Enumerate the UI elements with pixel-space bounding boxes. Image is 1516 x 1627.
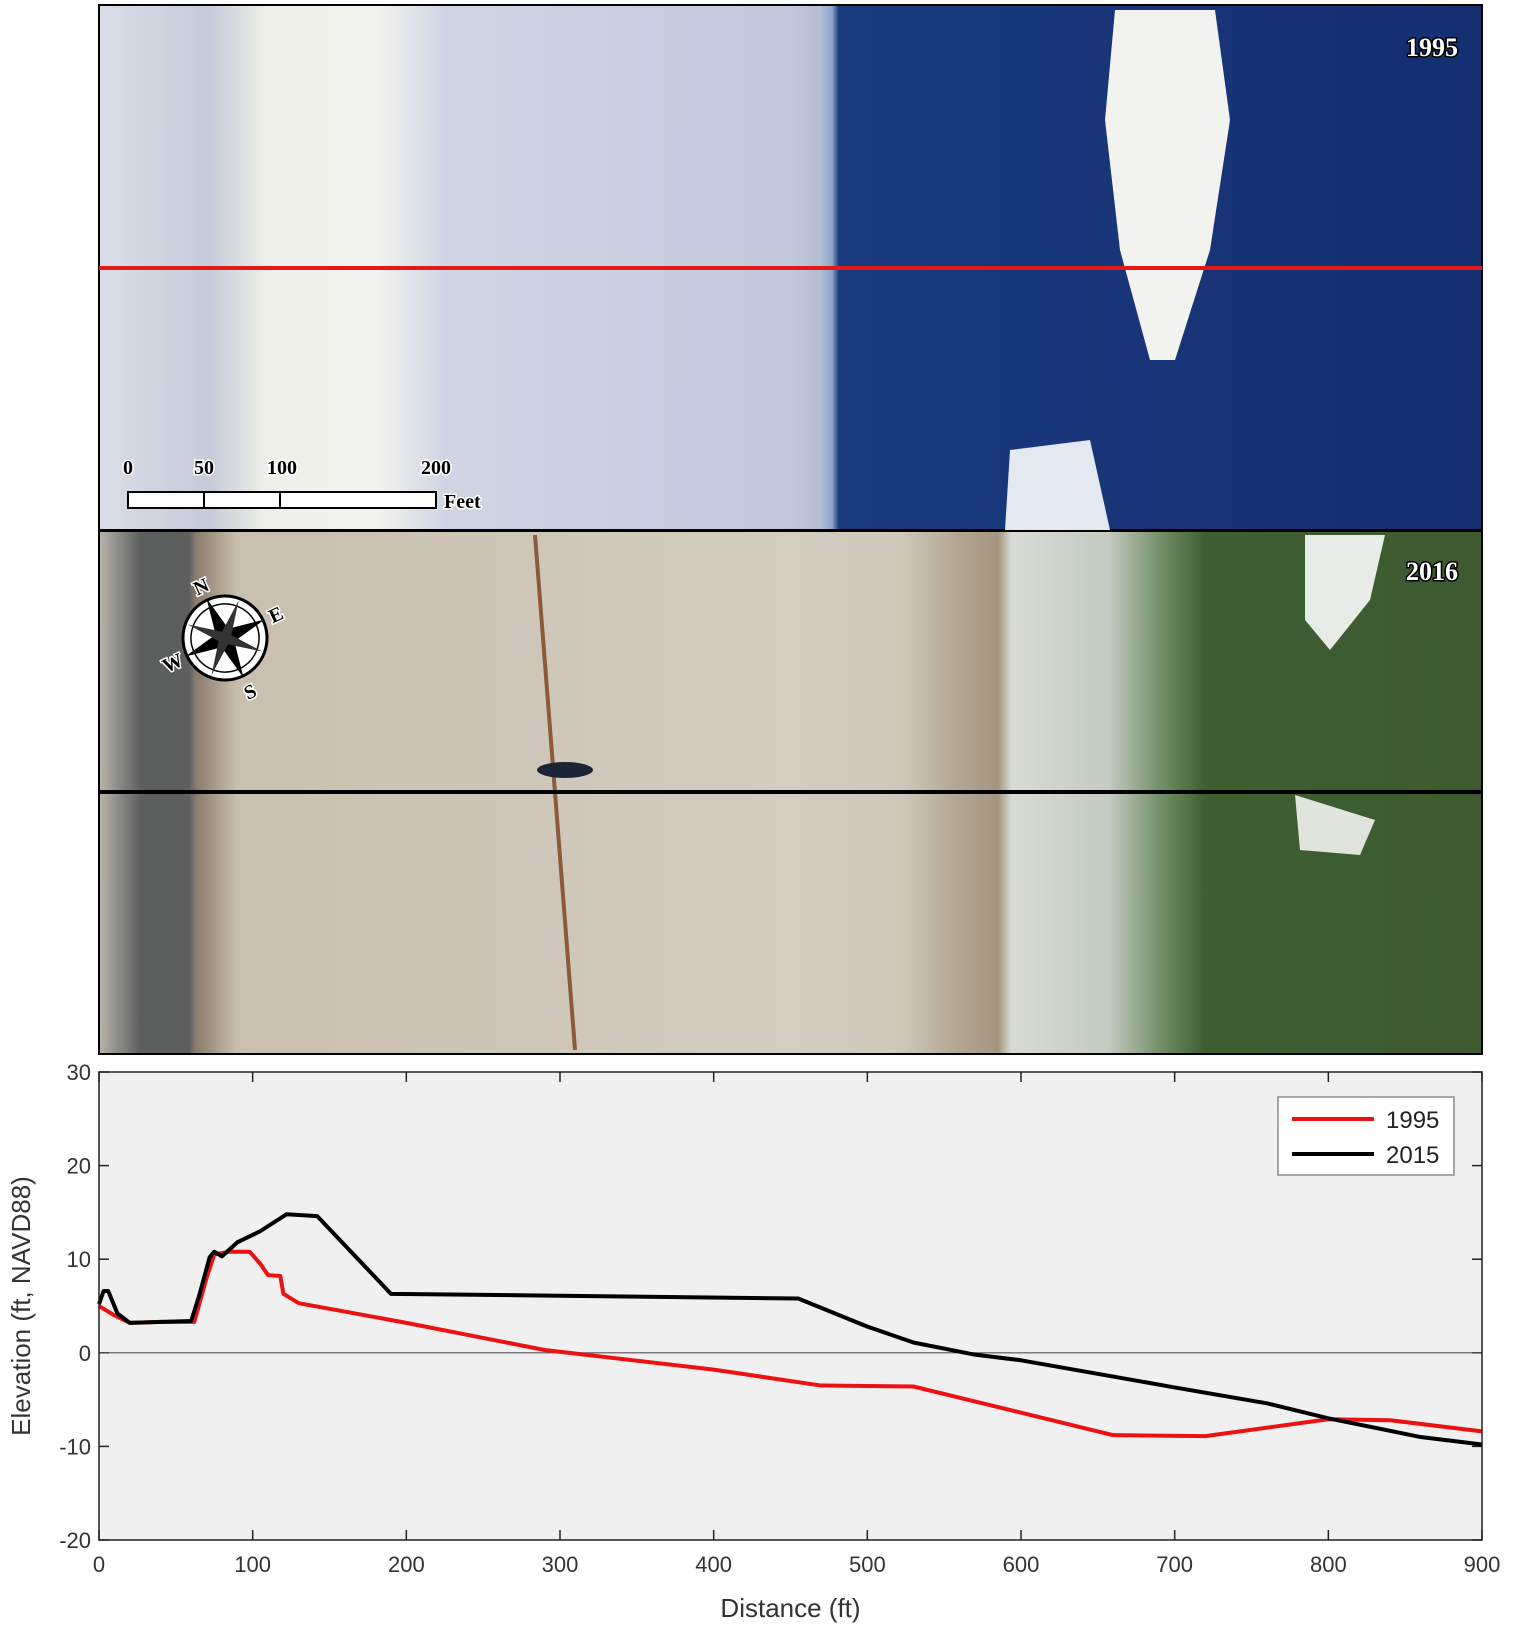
scale-unit: Feet	[444, 491, 481, 513]
x-tick-label: 300	[542, 1552, 579, 1577]
x-tick-label: 700	[1156, 1552, 1193, 1577]
legend-label: 2015	[1386, 1142, 1439, 1169]
aerial-1995: 1995 0 50 100 200 Feet	[98, 4, 1483, 531]
y-tick-label: 30	[67, 1060, 91, 1085]
x-tick-label: 400	[695, 1552, 732, 1577]
x-axis-label: Distance (ft)	[720, 1593, 860, 1623]
scale-bar: 0 50 100 200 Feet	[122, 456, 483, 515]
y-tick-label: -10	[59, 1434, 91, 1459]
chart: 0 100 200 300 400 500 600 700 800 900 -20 -10 0 10 20 3…	[6, 1060, 1500, 1623]
scale-label: 0	[123, 457, 133, 479]
x-tick-label: 600	[1003, 1552, 1040, 1577]
scale-label: 100	[267, 457, 297, 479]
x-tick-label: 500	[849, 1552, 886, 1577]
scale-label: 50	[194, 457, 214, 479]
y-tick-label: 0	[79, 1341, 91, 1366]
legend-box	[1277, 1096, 1455, 1176]
x-tick-label: 200	[388, 1552, 425, 1577]
y-axis-label: Elevation (ft, NAVD88)	[6, 1176, 36, 1436]
plot-area	[99, 1072, 1482, 1540]
x-tick-label: 100	[234, 1552, 271, 1577]
x-tick-label: 900	[1464, 1552, 1501, 1577]
legend-label: 1995	[1386, 1107, 1439, 1134]
year-label: 2016	[1406, 557, 1458, 586]
x-tick-label: 0	[93, 1552, 105, 1577]
x-tick-label: 800	[1310, 1552, 1347, 1577]
scale-label: 200	[421, 457, 451, 479]
y-tick-label: -20	[59, 1528, 91, 1553]
plot-frame	[98, 1071, 1483, 1541]
y-tick-label: 10	[67, 1247, 91, 1272]
year-label: 1995	[1406, 33, 1458, 62]
aerial-2016: 2016 N E S W	[98, 530, 1483, 1055]
data-line	[97, 1212, 1483, 1447]
y-tick-label: 20	[67, 1154, 91, 1179]
